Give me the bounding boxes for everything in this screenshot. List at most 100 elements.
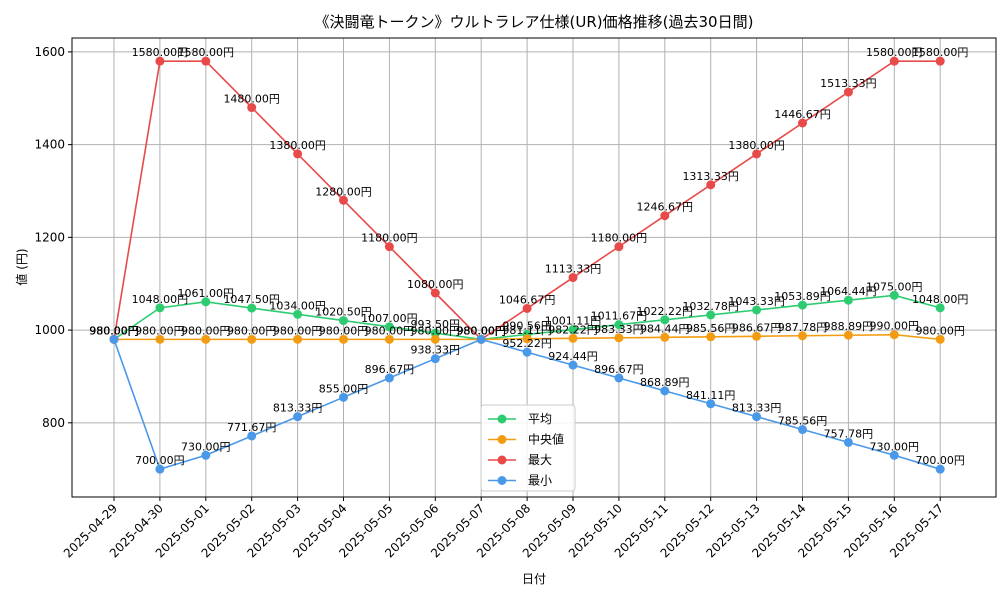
data-point (660, 211, 670, 221)
data-point (889, 290, 899, 300)
data-label: 1046.67円 (499, 293, 556, 306)
data-point (614, 333, 624, 343)
data-label: 980.00円 (456, 324, 506, 337)
data-point (201, 297, 211, 307)
data-label: 980.00円 (456, 324, 506, 337)
data-label: 1043.33円 (728, 295, 785, 308)
data-point (339, 316, 348, 326)
data-point (339, 392, 348, 402)
data-point (660, 315, 670, 325)
data-label: 1034.00円 (269, 299, 326, 312)
data-label: 700.00円 (915, 454, 965, 467)
y-tick-label: 1400 (34, 138, 65, 152)
data-point (293, 412, 303, 422)
data-label: 1020.50円 (315, 306, 372, 319)
data-point (201, 450, 211, 460)
legend-entry: 最大 (528, 453, 552, 467)
data-label: 1280.00円 (315, 185, 372, 198)
data-point (339, 195, 348, 205)
data-point (706, 310, 716, 320)
data-label: 1380.00円 (728, 139, 785, 152)
data-label: 1513.33円 (820, 77, 877, 90)
data-label: 987.78円 (778, 321, 828, 334)
legend-box (480, 404, 576, 492)
data-label: 993.50円 (411, 318, 461, 331)
data-label: 983.33円 (594, 323, 644, 336)
data-point (889, 56, 899, 66)
legend-entry: 最小 (528, 474, 552, 488)
data-point (752, 331, 762, 341)
data-point (384, 373, 394, 383)
legend-marker (497, 414, 507, 424)
data-point (430, 288, 440, 298)
data-point (522, 303, 532, 313)
data-label: 896.67円 (594, 363, 644, 376)
data-label: 980.00円 (181, 324, 231, 337)
data-label: 841.11円 (686, 389, 736, 402)
data-label: 938.33円 (411, 344, 461, 357)
data-point (935, 334, 945, 344)
data-point (889, 450, 899, 460)
y-tick-label: 1000 (34, 323, 65, 337)
data-point (660, 332, 670, 342)
data-label: 982.22円 (548, 323, 598, 336)
data-point (568, 273, 578, 283)
data-label: 980.00円 (456, 324, 506, 337)
data-label: 980.00円 (135, 324, 185, 337)
data-label: 1011.67円 (591, 310, 648, 323)
data-point (293, 149, 303, 159)
data-label: 855.00円 (319, 382, 369, 395)
data-label: 1075.00円 (866, 280, 923, 293)
data-label: 1480.00円 (223, 93, 280, 106)
data-label: 1446.67円 (774, 108, 831, 121)
data-label: 980.00円 (365, 324, 415, 337)
data-label: 1580.00円 (866, 46, 923, 59)
data-label: 1022.22円 (637, 305, 694, 318)
data-point (798, 425, 807, 435)
data-point (109, 334, 119, 344)
data-label: 980.00円 (915, 324, 965, 337)
data-label: 1007.00円 (361, 312, 418, 325)
data-labels-layer: 980.00円1048.00円1061.00円1047.50円1034.00円1… (89, 46, 968, 467)
data-point (752, 149, 762, 159)
data-point (247, 334, 257, 344)
data-point (798, 118, 807, 128)
data-label: 1080.00円 (407, 278, 464, 291)
data-label: 984.44円 (640, 322, 690, 335)
legend-marker (497, 435, 507, 444)
plot-frame (71, 37, 997, 498)
data-point (155, 56, 165, 66)
data-label: 1313.33円 (682, 170, 739, 183)
data-label: 1032.78円 (682, 300, 739, 313)
y-tick-label: 1600 (34, 45, 65, 59)
data-label: 1061.00円 (178, 287, 235, 300)
data-point (293, 334, 303, 344)
data-point (706, 180, 716, 190)
data-point (430, 334, 440, 344)
data-point (384, 322, 394, 332)
data-label: 813.33円 (273, 402, 323, 415)
data-label: 980.00円 (273, 324, 323, 337)
data-point (614, 373, 624, 383)
data-label: 980.00円 (89, 324, 139, 337)
data-point (293, 309, 303, 319)
data-label: 980.00円 (411, 324, 461, 337)
data-label: 730.00円 (870, 440, 920, 453)
data-label: 868.89円 (640, 376, 690, 389)
data-point (568, 325, 578, 335)
data-point (201, 334, 211, 344)
data-label: 1380.00円 (269, 139, 326, 152)
data-point (843, 437, 853, 447)
data-point (430, 328, 440, 338)
data-label: 1580.00円 (132, 46, 189, 59)
data-label: 1180.00円 (591, 232, 648, 245)
legend-marker (497, 455, 507, 465)
data-point (247, 103, 257, 113)
data-point (889, 330, 899, 340)
data-label: 771.67円 (227, 421, 277, 434)
data-label: 988.89円 (824, 320, 874, 333)
data-label: 700.00円 (135, 454, 185, 467)
data-point (935, 303, 945, 313)
data-point (384, 242, 394, 252)
